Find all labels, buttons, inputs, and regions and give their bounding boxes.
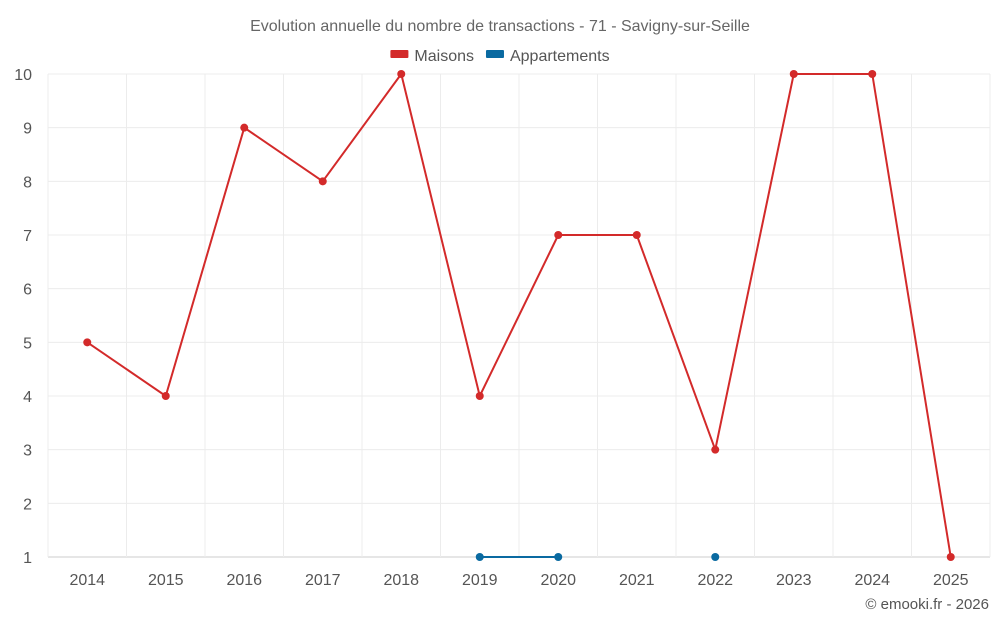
y-tick-label: 8 (23, 174, 32, 191)
data-point-maisons[interactable] (318, 177, 327, 186)
data-point-maisons[interactable] (397, 70, 406, 78)
data-point-maisons[interactable] (475, 392, 484, 400)
x-tick-label: 2019 (462, 572, 498, 589)
x-tick-label: 2020 (540, 572, 576, 589)
series-appartements (475, 553, 720, 561)
x-tick-label: 2024 (854, 572, 890, 589)
series-layer (83, 70, 955, 561)
legend-swatch (390, 50, 409, 58)
y-tick-label: 6 (23, 282, 32, 299)
chart-title: Evolution annuelle du nombre de transact… (250, 18, 750, 35)
x-tick-label: 2023 (776, 572, 812, 589)
data-point-maisons[interactable] (161, 392, 170, 400)
y-tick-label: 1 (23, 550, 32, 567)
data-point-maisons[interactable] (240, 123, 249, 132)
series-maisons (83, 70, 955, 561)
y-tick-label: 7 (23, 228, 32, 245)
data-point-maisons[interactable] (711, 445, 720, 454)
data-point-maisons[interactable] (868, 70, 877, 78)
data-point-maisons[interactable] (946, 553, 955, 561)
x-tick-label: 2014 (69, 572, 105, 589)
legend-item-appartements[interactable]: Appartements (485, 48, 610, 65)
legend-item-maisons[interactable]: Maisons (390, 48, 474, 65)
series-line-maisons (86, 73, 952, 558)
legend: Maisons Appartements (390, 48, 610, 65)
data-point-appartements[interactable] (711, 553, 720, 561)
y-tick-label: 10 (14, 67, 32, 84)
y-tick-label: 9 (23, 121, 32, 138)
x-tick-label: 2022 (697, 572, 733, 589)
credit-text: © emooki.fr - 2026 (865, 596, 989, 613)
x-axis: 2014 2015 2016 2017 2018 2019 2020 2021 2022 2023… (69, 572, 968, 589)
y-tick-label: 5 (23, 335, 32, 352)
data-point-maisons[interactable] (632, 231, 641, 239)
y-tick-label: 4 (23, 389, 32, 406)
legend-label: Appartements (510, 48, 610, 65)
y-axis: 1 2 3 4 5 6 7 8 9 10 (14, 67, 32, 567)
data-point-maisons[interactable] (789, 70, 798, 78)
y-tick-label: 3 (23, 443, 32, 460)
data-point-maisons[interactable] (554, 231, 563, 239)
x-tick-label: 2021 (619, 572, 655, 589)
data-point-maisons[interactable] (83, 338, 92, 347)
legend-label: Maisons (414, 48, 474, 65)
x-tick-label: 2015 (148, 572, 184, 589)
y-tick-label: 2 (23, 496, 32, 513)
x-tick-label: 2018 (383, 572, 419, 589)
legend-swatch (485, 50, 504, 58)
x-tick-label: 2016 (226, 572, 262, 589)
data-point-appartements[interactable] (554, 553, 563, 561)
grid (47, 73, 991, 558)
x-tick-label: 2017 (305, 572, 341, 589)
data-point-appartements[interactable] (475, 553, 484, 561)
x-tick-label: 2025 (933, 572, 969, 589)
